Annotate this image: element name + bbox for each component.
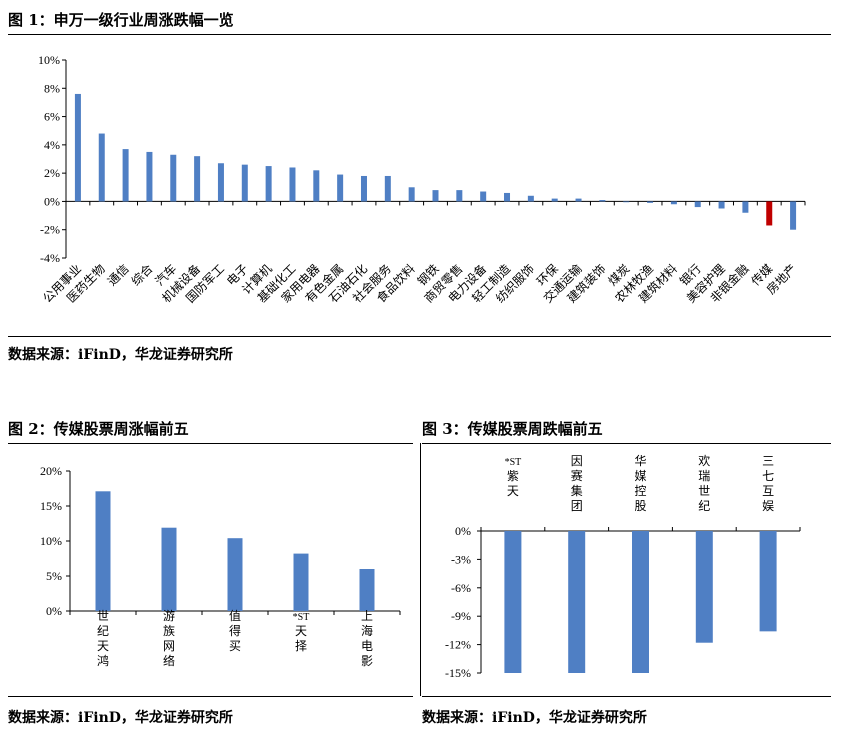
figure-1-title: 图 1：申万一级行业周涨跌幅一览: [8, 11, 234, 29]
bar: [194, 156, 201, 202]
x-tick-label: 上海电影: [361, 609, 373, 668]
bar: [670, 201, 677, 205]
x-tick-label: 欢瑞世纪: [698, 453, 710, 513]
bar: [623, 201, 630, 203]
bar: [766, 201, 773, 226]
x-tick-label: 华媒控股: [634, 454, 646, 513]
bar: [122, 149, 129, 202]
x-tick-label: *ST 紫天: [505, 457, 522, 498]
figure-1-source: 数据来源：iFinD，华龙证券研究所: [8, 347, 233, 363]
bar: [408, 187, 415, 202]
y-tick-label: 6%: [44, 110, 60, 124]
bar: [337, 174, 344, 202]
bar: [647, 201, 654, 203]
y-tick-label: 0%: [455, 524, 471, 538]
bar: [161, 527, 177, 611]
bar: [293, 553, 309, 611]
figure-divider: [420, 443, 421, 696]
bar: [360, 175, 367, 202]
x-tick-label: 三七互娱: [762, 454, 774, 513]
y-tick-label: 5%: [46, 569, 62, 583]
bar: [289, 167, 296, 202]
bar: [432, 190, 439, 202]
bar: [265, 166, 272, 202]
x-tick-label: 游族网络: [163, 609, 175, 668]
bar: [504, 531, 522, 673]
bar: [217, 163, 224, 202]
y-tick-label: 20%: [40, 464, 62, 478]
figure-3-source: 数据来源：iFinD，华龙证券研究所: [422, 710, 647, 726]
y-tick-label: 4%: [44, 138, 60, 152]
y-tick-label: -6%: [451, 581, 471, 595]
bar: [146, 151, 153, 202]
y-tick-label: 15%: [40, 499, 62, 513]
x-tick-label: 世纪天鸿: [97, 609, 109, 668]
bar: [695, 531, 713, 643]
bar: [74, 93, 81, 202]
y-tick-label: -3%: [451, 552, 471, 566]
y-tick-label: 0%: [44, 194, 60, 208]
bar: [551, 198, 558, 202]
bar: [95, 491, 111, 611]
y-tick-label: 8%: [44, 81, 60, 95]
y-tick-label: -15%: [445, 666, 471, 680]
bar: [480, 191, 487, 202]
figure-2-title: 图 2：传媒股票周涨幅前五: [8, 420, 189, 438]
x-tick-label: 值得买: [229, 608, 241, 653]
bar: [456, 190, 463, 202]
figure-2-source: 数据来源：iFinD，华龙证券研究所: [8, 710, 233, 726]
y-tick-label: -2%: [40, 223, 60, 237]
y-tick-label: 0%: [46, 604, 62, 618]
x-tick-label: *ST 天择: [293, 612, 310, 653]
x-tick-label: 因赛集团: [571, 454, 583, 513]
figure-1-chart: -4%-2%0%2%4%6%8%10%公用事业医药生物通信综合汽车机械设备国防军…: [38, 53, 806, 306]
figure-3-top-rule: [422, 443, 831, 444]
y-tick-label: -9%: [451, 609, 471, 623]
bar: [359, 569, 375, 611]
figure-2-top-rule: [8, 443, 413, 444]
bar: [227, 538, 243, 611]
bar: [718, 201, 725, 209]
bar: [568, 531, 586, 673]
figure-1-bottom-rule: [8, 336, 831, 337]
bar: [632, 531, 649, 673]
bar: [694, 201, 701, 208]
figure-2-bottom-rule: [8, 696, 413, 697]
y-tick-label: -12%: [445, 638, 471, 652]
bar: [527, 195, 534, 202]
bar: [313, 170, 320, 202]
y-tick-label: 10%: [40, 534, 62, 548]
bar: [170, 154, 177, 202]
bar: [504, 192, 511, 202]
figure-3-bottom-rule: [422, 696, 831, 697]
bar: [759, 531, 777, 632]
bar: [599, 200, 606, 202]
figure-3-title: 图 3：传媒股票周跌幅前五: [422, 420, 603, 438]
bar: [241, 164, 248, 202]
bar: [742, 201, 749, 213]
y-tick-label: 10%: [38, 53, 60, 67]
bar: [575, 198, 582, 202]
bar: [384, 175, 391, 202]
figure-1-top-rule: [8, 34, 831, 35]
bar: [98, 133, 105, 202]
y-tick-label: -4%: [40, 251, 60, 265]
y-tick-label: 2%: [44, 166, 60, 180]
bar: [790, 201, 797, 230]
